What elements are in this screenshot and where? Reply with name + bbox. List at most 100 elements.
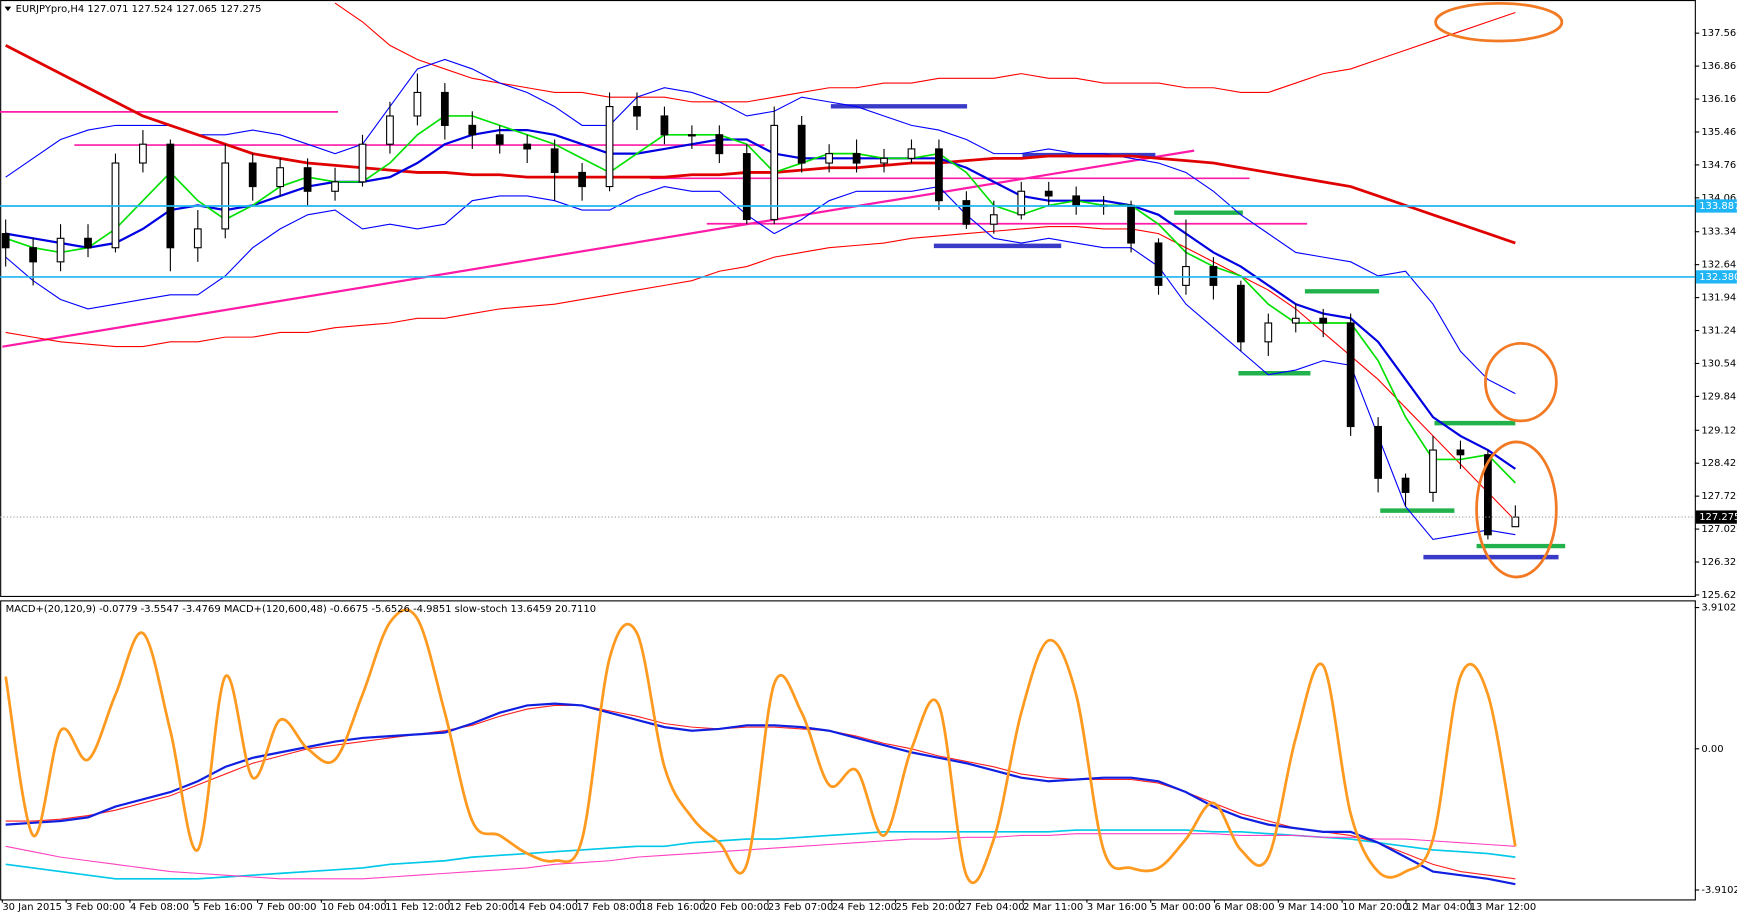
candle-body — [715, 134, 724, 155]
y-tick-label: 129.840 — [1701, 391, 1737, 402]
y-tick-label: 136.860 — [1701, 61, 1737, 72]
level-label: 132.380 — [1699, 272, 1737, 283]
candle-body — [989, 214, 998, 225]
x-tick-label: 10 Mar 20:00 — [1342, 902, 1408, 913]
y-tick-label: -3.9102 — [1701, 885, 1737, 896]
candle-body — [1209, 265, 1218, 286]
last-price-label: 127.275 — [1699, 512, 1737, 523]
level-label-box — [1695, 270, 1737, 284]
candle-body — [605, 106, 614, 188]
highlight-circle — [1475, 440, 1558, 579]
x-tick-label: 5 Feb 16:00 — [194, 902, 253, 913]
candle-body — [56, 237, 65, 263]
y-tick-label: 133.340 — [1701, 227, 1737, 238]
candle-body — [29, 247, 37, 263]
level-label: 133.887 — [1699, 201, 1737, 212]
y-tick-label: 131.240 — [1701, 326, 1737, 337]
highlight-circle — [1434, 1, 1564, 43]
candle-body — [1429, 449, 1437, 493]
candle-body — [1456, 449, 1465, 456]
candle-body — [1072, 195, 1081, 206]
candle-body — [633, 106, 641, 117]
candle-body — [1346, 322, 1355, 428]
candle-body — [248, 162, 257, 188]
indicator-line — [5, 702, 1516, 886]
y-tick-label: 137.560 — [1701, 28, 1737, 39]
candle-body — [880, 157, 888, 164]
x-tick-label: 9 Mar 14:00 — [1278, 902, 1338, 913]
candle-body — [139, 143, 147, 164]
indicator-line — [5, 829, 1516, 880]
price-pane-frame — [0, 0, 1696, 598]
candle-body — [825, 153, 834, 164]
indicator-line — [5, 58, 1516, 395]
y-tick-label: 128.420 — [1701, 458, 1737, 469]
candle-body — [1, 233, 10, 249]
candle-body — [358, 143, 367, 183]
y-tick-label: 129.120 — [1701, 425, 1737, 436]
candle-body — [1511, 516, 1520, 528]
x-tick-label: 11 Feb 12:00 — [385, 902, 450, 913]
candle-body — [1182, 265, 1190, 286]
price-header: EURJPYpro,H4 127.071 127.524 127.065 127… — [16, 4, 262, 15]
y-tick-label: 134.760 — [1701, 160, 1737, 171]
x-tick-label: 3 Feb 00:00 — [66, 902, 125, 913]
candle-body — [770, 124, 779, 221]
x-tick-label: 5 Mar 00:00 — [1151, 902, 1211, 913]
candle-body — [1127, 204, 1135, 244]
level-label-box — [1695, 199, 1737, 213]
candle-body — [935, 148, 943, 202]
indicator-line — [5, 225, 1516, 522]
candle-body — [166, 143, 175, 249]
indicator-line — [5, 44, 1516, 245]
candle-body — [1017, 190, 1026, 216]
candle-body — [523, 143, 532, 150]
y-tick-label: 126.320 — [1701, 557, 1737, 568]
y-tick-label: 131.940 — [1701, 293, 1737, 304]
candle-body — [1374, 425, 1382, 479]
x-tick-label: 12 Mar 04:00 — [1406, 902, 1472, 913]
x-tick-label: 23 Feb 07:00 — [768, 902, 833, 913]
candle-body — [495, 134, 504, 145]
x-tick-label: 18 Feb 16:00 — [640, 902, 705, 913]
candle-body — [84, 237, 92, 249]
x-tick-label: 13 Mar 12:00 — [1470, 902, 1536, 913]
x-tick-label: 17 Feb 08:00 — [577, 902, 642, 913]
candle-body — [221, 162, 230, 230]
candle-body — [1044, 190, 1053, 197]
candle-body — [688, 134, 696, 137]
indicator-line — [5, 128, 1516, 470]
x-tick-label: 14 Feb 04:00 — [513, 902, 578, 913]
y-tick-label: 0.00 — [1701, 744, 1723, 755]
y-tick-label: 134.060 — [1701, 193, 1737, 204]
x-tick-label: 4 Feb 08:00 — [130, 902, 189, 913]
last-price-box — [1695, 510, 1737, 524]
y-tick-label: 136.160 — [1701, 94, 1737, 105]
menu-arrow — [4, 6, 12, 12]
candle-body — [440, 91, 449, 126]
candle-body — [276, 167, 285, 188]
y-tick-label: 127.720 — [1701, 491, 1737, 502]
candle-body — [303, 167, 312, 192]
y-tick-label: 135.460 — [1701, 127, 1737, 138]
highlight-circles — [1434, 1, 1564, 579]
y-tick-label: 125.620 — [1701, 590, 1737, 601]
candle-body — [907, 148, 916, 159]
x-tick-label: 2 Mar 11:00 — [1023, 902, 1083, 913]
x-tick-label: 20 Feb 00:00 — [704, 902, 769, 913]
candle-body — [413, 91, 422, 117]
candle-body — [1264, 322, 1273, 343]
candle-body — [1291, 317, 1300, 324]
candle-body — [742, 153, 751, 221]
candle-body — [578, 171, 586, 188]
x-tick-label: 27 Feb 04:00 — [959, 902, 1024, 913]
candle-body — [1401, 477, 1410, 493]
candle-body — [1484, 454, 1492, 536]
indicator-line — [334, 2, 1516, 103]
candle-body — [193, 228, 202, 249]
candle-body — [550, 148, 559, 173]
y-tick-label: 132.640 — [1701, 260, 1737, 271]
